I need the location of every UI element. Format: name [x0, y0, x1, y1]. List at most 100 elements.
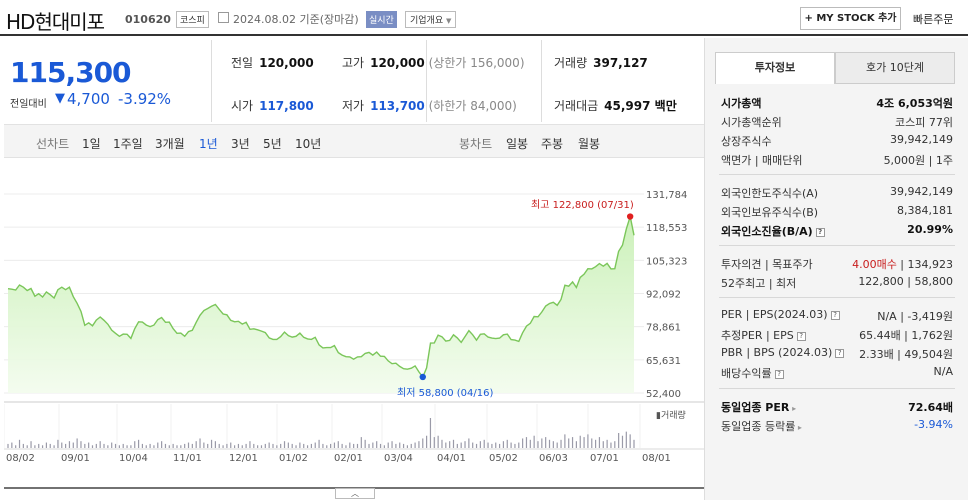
- tab-1w[interactable]: 1주일: [113, 137, 143, 151]
- price-chart-svg: 131,784 118,553 105,323 92,092 78,861 65,631 5…: [4, 190, 704, 489]
- low-point-marker: [419, 373, 426, 381]
- info-row-label: 투자의견 | 목표주가: [721, 258, 813, 271]
- info-row-label: 배당수익률?: [721, 365, 784, 381]
- current-price-box: 115,300 전일대비 ▼ 4,700 -3.92%: [4, 40, 212, 122]
- info-row-value: 20.99%: [907, 223, 953, 236]
- tab-1y[interactable]: 1년: [199, 137, 218, 151]
- y-tick-label: 52,400: [646, 389, 681, 400]
- info-row-value: 4.00매수 | 134,923: [852, 258, 953, 271]
- tab-1d[interactable]: 1일: [82, 137, 101, 151]
- company-overview-label: 기업개요: [410, 16, 444, 26]
- line-chart-label: 선차트: [36, 137, 70, 151]
- day-low: 저가 113,700 (하한가 84,000): [342, 97, 517, 114]
- divider: [426, 40, 427, 122]
- volume: 거래량 397,127: [554, 54, 648, 71]
- low-value: 113,700: [370, 99, 425, 113]
- info-row-value: 72.64배: [908, 401, 953, 414]
- open-label: 시가: [231, 99, 254, 113]
- info-row: 액면가 | 매매단위 5,000원 | 1주: [721, 152, 953, 170]
- chevron-right-icon[interactable]: ▸: [795, 423, 802, 432]
- info-row: 외국인한도주식수(A) 39,942,149: [721, 185, 953, 203]
- prev-close-value: 120,000: [259, 56, 314, 70]
- help-icon[interactable]: ?: [796, 332, 806, 341]
- help-icon[interactable]: ?: [830, 311, 840, 320]
- info-row-label: 외국인한도주식수(A): [721, 187, 819, 200]
- quick-order-button[interactable]: 빠른주문: [913, 11, 953, 27]
- info-row-label: 외국인보유주식수(B): [721, 206, 819, 219]
- stock-header: HD현대미포 010620 코스피 2024.08.02 기준(장마감) 실시간…: [0, 0, 968, 36]
- company-overview-dropdown[interactable]: 기업개요 ▼: [405, 11, 457, 28]
- x-tick-label: 08/02: [6, 453, 35, 464]
- amount-value: 45,997 백만: [604, 99, 677, 113]
- trade-amount: 거래대금 45,997 백만: [554, 97, 677, 114]
- tab-monthly[interactable]: 월봉: [578, 137, 601, 151]
- info-row-value: -3.94%: [914, 418, 953, 431]
- section-divider: [719, 388, 955, 389]
- calendar-icon: [218, 12, 229, 23]
- help-icon[interactable]: ?: [774, 370, 784, 379]
- info-row-label: 동일업종 등락률 ▸: [721, 420, 802, 433]
- open-value: 117,800: [259, 99, 314, 113]
- info-row-label: 동일업종 PER ▸: [721, 401, 797, 414]
- x-tick-label: 04/01: [437, 453, 466, 464]
- tab-3m[interactable]: 3개월: [155, 137, 185, 151]
- stock-code: 010620: [125, 13, 171, 26]
- tab-5y[interactable]: 5년: [263, 137, 282, 151]
- help-icon[interactable]: ?: [835, 349, 845, 358]
- change-percent: -3.92%: [118, 90, 172, 108]
- tab-10y[interactable]: 10년: [295, 137, 322, 151]
- low-annotation: 최저 58,800 (04/16): [397, 388, 494, 399]
- volume-legend: ▮거래량: [656, 411, 686, 421]
- investment-opinion: 4.00매수: [852, 258, 897, 271]
- info-row-value: 2.33배 | 49,504원: [859, 348, 953, 361]
- high-annotation: 최고 122,800 (07/31): [531, 200, 634, 211]
- x-tick-label: 03/04: [384, 453, 413, 464]
- x-tick-label: 08/01: [642, 453, 671, 464]
- price-chart[interactable]: 131,784 118,553 105,323 92,092 78,861 65,631 5…: [4, 158, 704, 500]
- info-row: 추정PER | EPS? 65.44배 | 1,762원: [721, 327, 953, 345]
- chart-period-tabs: 선차트 1일 1주일 3개월 1년 3년 5년 10년 봉차트 일봉 주봉 월봉: [4, 124, 704, 158]
- tab-weekly[interactable]: 주봉: [541, 137, 564, 151]
- volume-value: 397,127: [593, 56, 648, 70]
- stock-name: HD현대미포: [6, 10, 105, 34]
- info-row: PER | EPS(2024.03)? N/A | -3,419원: [721, 308, 953, 326]
- tab-daily[interactable]: 일봉: [506, 137, 529, 151]
- info-row-label: PBR | BPS (2024.03)?: [721, 346, 845, 359]
- change-value: 4,700: [67, 90, 110, 108]
- info-row: 배당수익률? N/A: [721, 365, 953, 383]
- chevron-right-icon[interactable]: ▸: [789, 404, 797, 413]
- info-row-value: 122,800 | 58,800: [858, 275, 953, 288]
- chart-collapse-toggle[interactable]: ︿: [335, 488, 375, 499]
- my-stock-add-button[interactable]: + MY STOCK 추가: [800, 7, 901, 30]
- info-row: 외국인소진율(B/A)? 20.99%: [721, 223, 953, 241]
- down-arrow-icon: ▼: [55, 91, 65, 106]
- info-row: 동일업종 PER ▸ 72.64배: [721, 399, 953, 417]
- upper-limit: (상한가 156,000): [428, 56, 525, 70]
- info-row-label: PER | EPS(2024.03)?: [721, 308, 840, 321]
- volume-label: 거래량: [554, 56, 588, 70]
- current-price: 115,300: [10, 56, 132, 89]
- info-row-value: 4조 6,053억원: [876, 97, 953, 110]
- price-area: [8, 216, 634, 393]
- section-divider: [719, 297, 955, 298]
- info-row-value: 39,942,149: [890, 185, 953, 198]
- y-tick-label: 65,631: [646, 356, 681, 367]
- info-row: 시가총액순위 코스피 77위: [721, 114, 953, 132]
- info-row-value: 8,384,181: [897, 204, 953, 217]
- y-tick-label: 105,323: [646, 256, 687, 267]
- info-row-value: 65.44배 | 1,762원: [859, 329, 953, 342]
- tab-investment-info[interactable]: 투자정보: [715, 52, 835, 84]
- market-badge: 코스피: [176, 11, 209, 28]
- info-row-label: 외국인소진율(B/A)?: [721, 223, 825, 239]
- low-label: 저가: [342, 99, 365, 113]
- help-icon[interactable]: ?: [815, 228, 825, 237]
- y-tick-label: 92,092: [646, 290, 681, 301]
- info-row-value: 5,000원 | 1주: [883, 154, 953, 167]
- info-row-label: 시가총액: [721, 97, 762, 110]
- tab-3y[interactable]: 3년: [231, 137, 250, 151]
- quick-order-label: 빠른주문: [913, 13, 954, 26]
- tab-orderbook-10[interactable]: 호가 10단계: [835, 52, 955, 84]
- info-row-value: N/A: [933, 365, 953, 378]
- realtime-badge[interactable]: 실시간: [366, 11, 397, 28]
